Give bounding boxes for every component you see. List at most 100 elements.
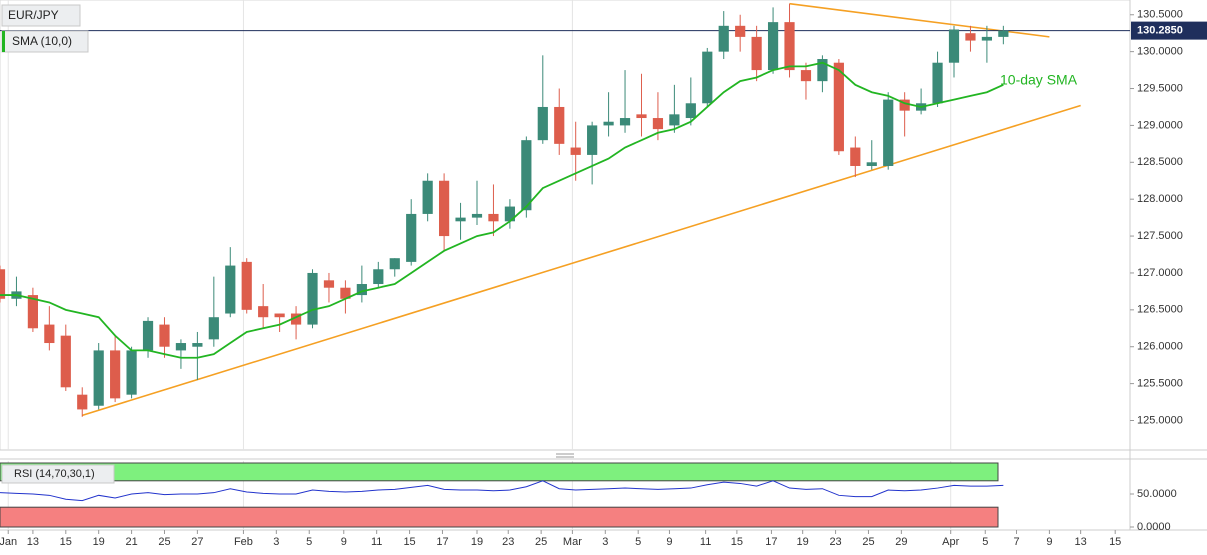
candle-body — [735, 25, 746, 37]
candle-body — [784, 22, 795, 71]
y-tick-label: 125.0000 — [1137, 414, 1183, 426]
candle-body — [603, 121, 614, 126]
y-tick-label: 127.5000 — [1137, 230, 1183, 242]
x-tick-label: 17 — [436, 536, 448, 548]
x-tick-label: 13 — [1075, 536, 1087, 548]
y-tick-label: 125.5000 — [1137, 378, 1183, 390]
candle-body — [948, 29, 960, 63]
x-tick-label: 21 — [125, 536, 137, 548]
sma-line — [0, 61, 1004, 359]
candle-body — [488, 213, 499, 222]
x-tick-label: 27 — [191, 536, 203, 548]
x-tick-label: 17 — [765, 536, 777, 548]
candle-body — [175, 343, 187, 351]
x-tick-label: 5 — [982, 536, 988, 548]
x-tick-label: 11 — [371, 536, 382, 548]
candle-body — [636, 114, 647, 119]
x-tick-label: 9 — [666, 536, 672, 548]
x-tick-label: 29 — [895, 536, 907, 548]
y-tick-label: 128.5000 — [1137, 156, 1183, 168]
legend-swatch — [2, 31, 5, 52]
candle-body — [833, 62, 844, 152]
annotation: 10-day SMA — [1000, 72, 1078, 88]
candle-body — [126, 350, 137, 395]
candle-body — [258, 306, 269, 318]
candle-body — [521, 140, 532, 211]
y-tick-label: 130.0000 — [1137, 46, 1183, 58]
plot-area — [0, 0, 1131, 451]
x-tick-label: Feb — [234, 536, 253, 548]
candle-body — [422, 180, 433, 214]
candle-body — [241, 261, 252, 310]
candle-body — [866, 162, 877, 166]
x-tick-label: 25 — [158, 536, 170, 548]
legend-entry: SMA (10,0) — [12, 34, 72, 48]
candle-body — [356, 284, 367, 296]
y-tick-label: 130.5000 — [1137, 9, 1183, 21]
candle-body — [110, 350, 121, 399]
y-tick-label: 0.0000 — [1137, 521, 1171, 533]
x-tick-label: 9 — [1046, 536, 1052, 548]
x-tick-label: 25 — [535, 536, 547, 548]
candle-body — [850, 147, 861, 166]
y-tick-label: 129.5000 — [1137, 82, 1183, 94]
x-tick-label: 7 — [1013, 536, 1019, 548]
rsi-line — [0, 480, 1004, 502]
y-tick-label: 129.0000 — [1137, 119, 1183, 131]
candle-body — [981, 36, 992, 41]
x-tick-label: Apr — [942, 536, 959, 548]
x-tick-label: 15 — [403, 536, 415, 548]
candle-body — [800, 70, 812, 82]
trendline — [82, 104, 1081, 417]
candle-body — [702, 51, 713, 104]
x-tick-label: Jan — [0, 536, 17, 548]
candle-body — [932, 62, 943, 104]
candle-body — [77, 394, 88, 410]
candle-body — [274, 313, 285, 318]
candle-body — [373, 269, 384, 285]
legend-entry: RSI (14,70,30,1) — [14, 468, 95, 480]
x-tick-label: 5 — [635, 536, 641, 548]
candle-body — [471, 213, 483, 218]
candle-body — [389, 258, 400, 270]
y-tick-label: 50.0000 — [1137, 488, 1177, 500]
price-label: 130.2850 — [1137, 25, 1183, 37]
candle-body — [406, 213, 417, 262]
candle-body — [965, 33, 976, 41]
x-tick-label: 19 — [93, 536, 105, 548]
x-tick-label: 15 — [1109, 536, 1121, 548]
y-tick-label: 126.0000 — [1137, 341, 1183, 353]
legend-box — [1, 464, 115, 484]
y-tick-label: 126.5000 — [1137, 304, 1183, 316]
overbought-zone — [0, 462, 999, 482]
candle-body — [340, 287, 351, 299]
x-tick-label: 19 — [471, 536, 483, 548]
candle-body — [0, 269, 6, 299]
y-tick-label: 127.0000 — [1137, 267, 1183, 279]
candle-body — [767, 22, 779, 71]
x-tick-label: Mar — [563, 536, 582, 548]
candle-body — [225, 265, 236, 314]
candle-body — [817, 59, 828, 82]
candle-body — [899, 99, 910, 111]
candle-body — [307, 272, 318, 325]
candle-body — [537, 106, 548, 141]
x-tick-label: 15 — [731, 536, 743, 548]
x-tick-label: 11 — [700, 536, 711, 548]
candle-body — [570, 147, 581, 155]
candle-body — [998, 30, 1009, 37]
candle-body — [669, 114, 680, 126]
candle-body — [93, 350, 104, 406]
legend-title: EUR/JPY — [8, 8, 59, 22]
candle-body — [27, 295, 38, 329]
candle-body — [142, 320, 154, 351]
candle-body — [652, 118, 664, 130]
candle-body — [504, 206, 515, 222]
x-tick-label: 15 — [60, 536, 72, 548]
candle-body — [60, 335, 71, 388]
x-tick-label: 9 — [341, 536, 347, 548]
candle-body — [619, 118, 631, 126]
y-tick-label: 128.0000 — [1137, 193, 1183, 205]
x-tick-label: 13 — [27, 536, 39, 548]
